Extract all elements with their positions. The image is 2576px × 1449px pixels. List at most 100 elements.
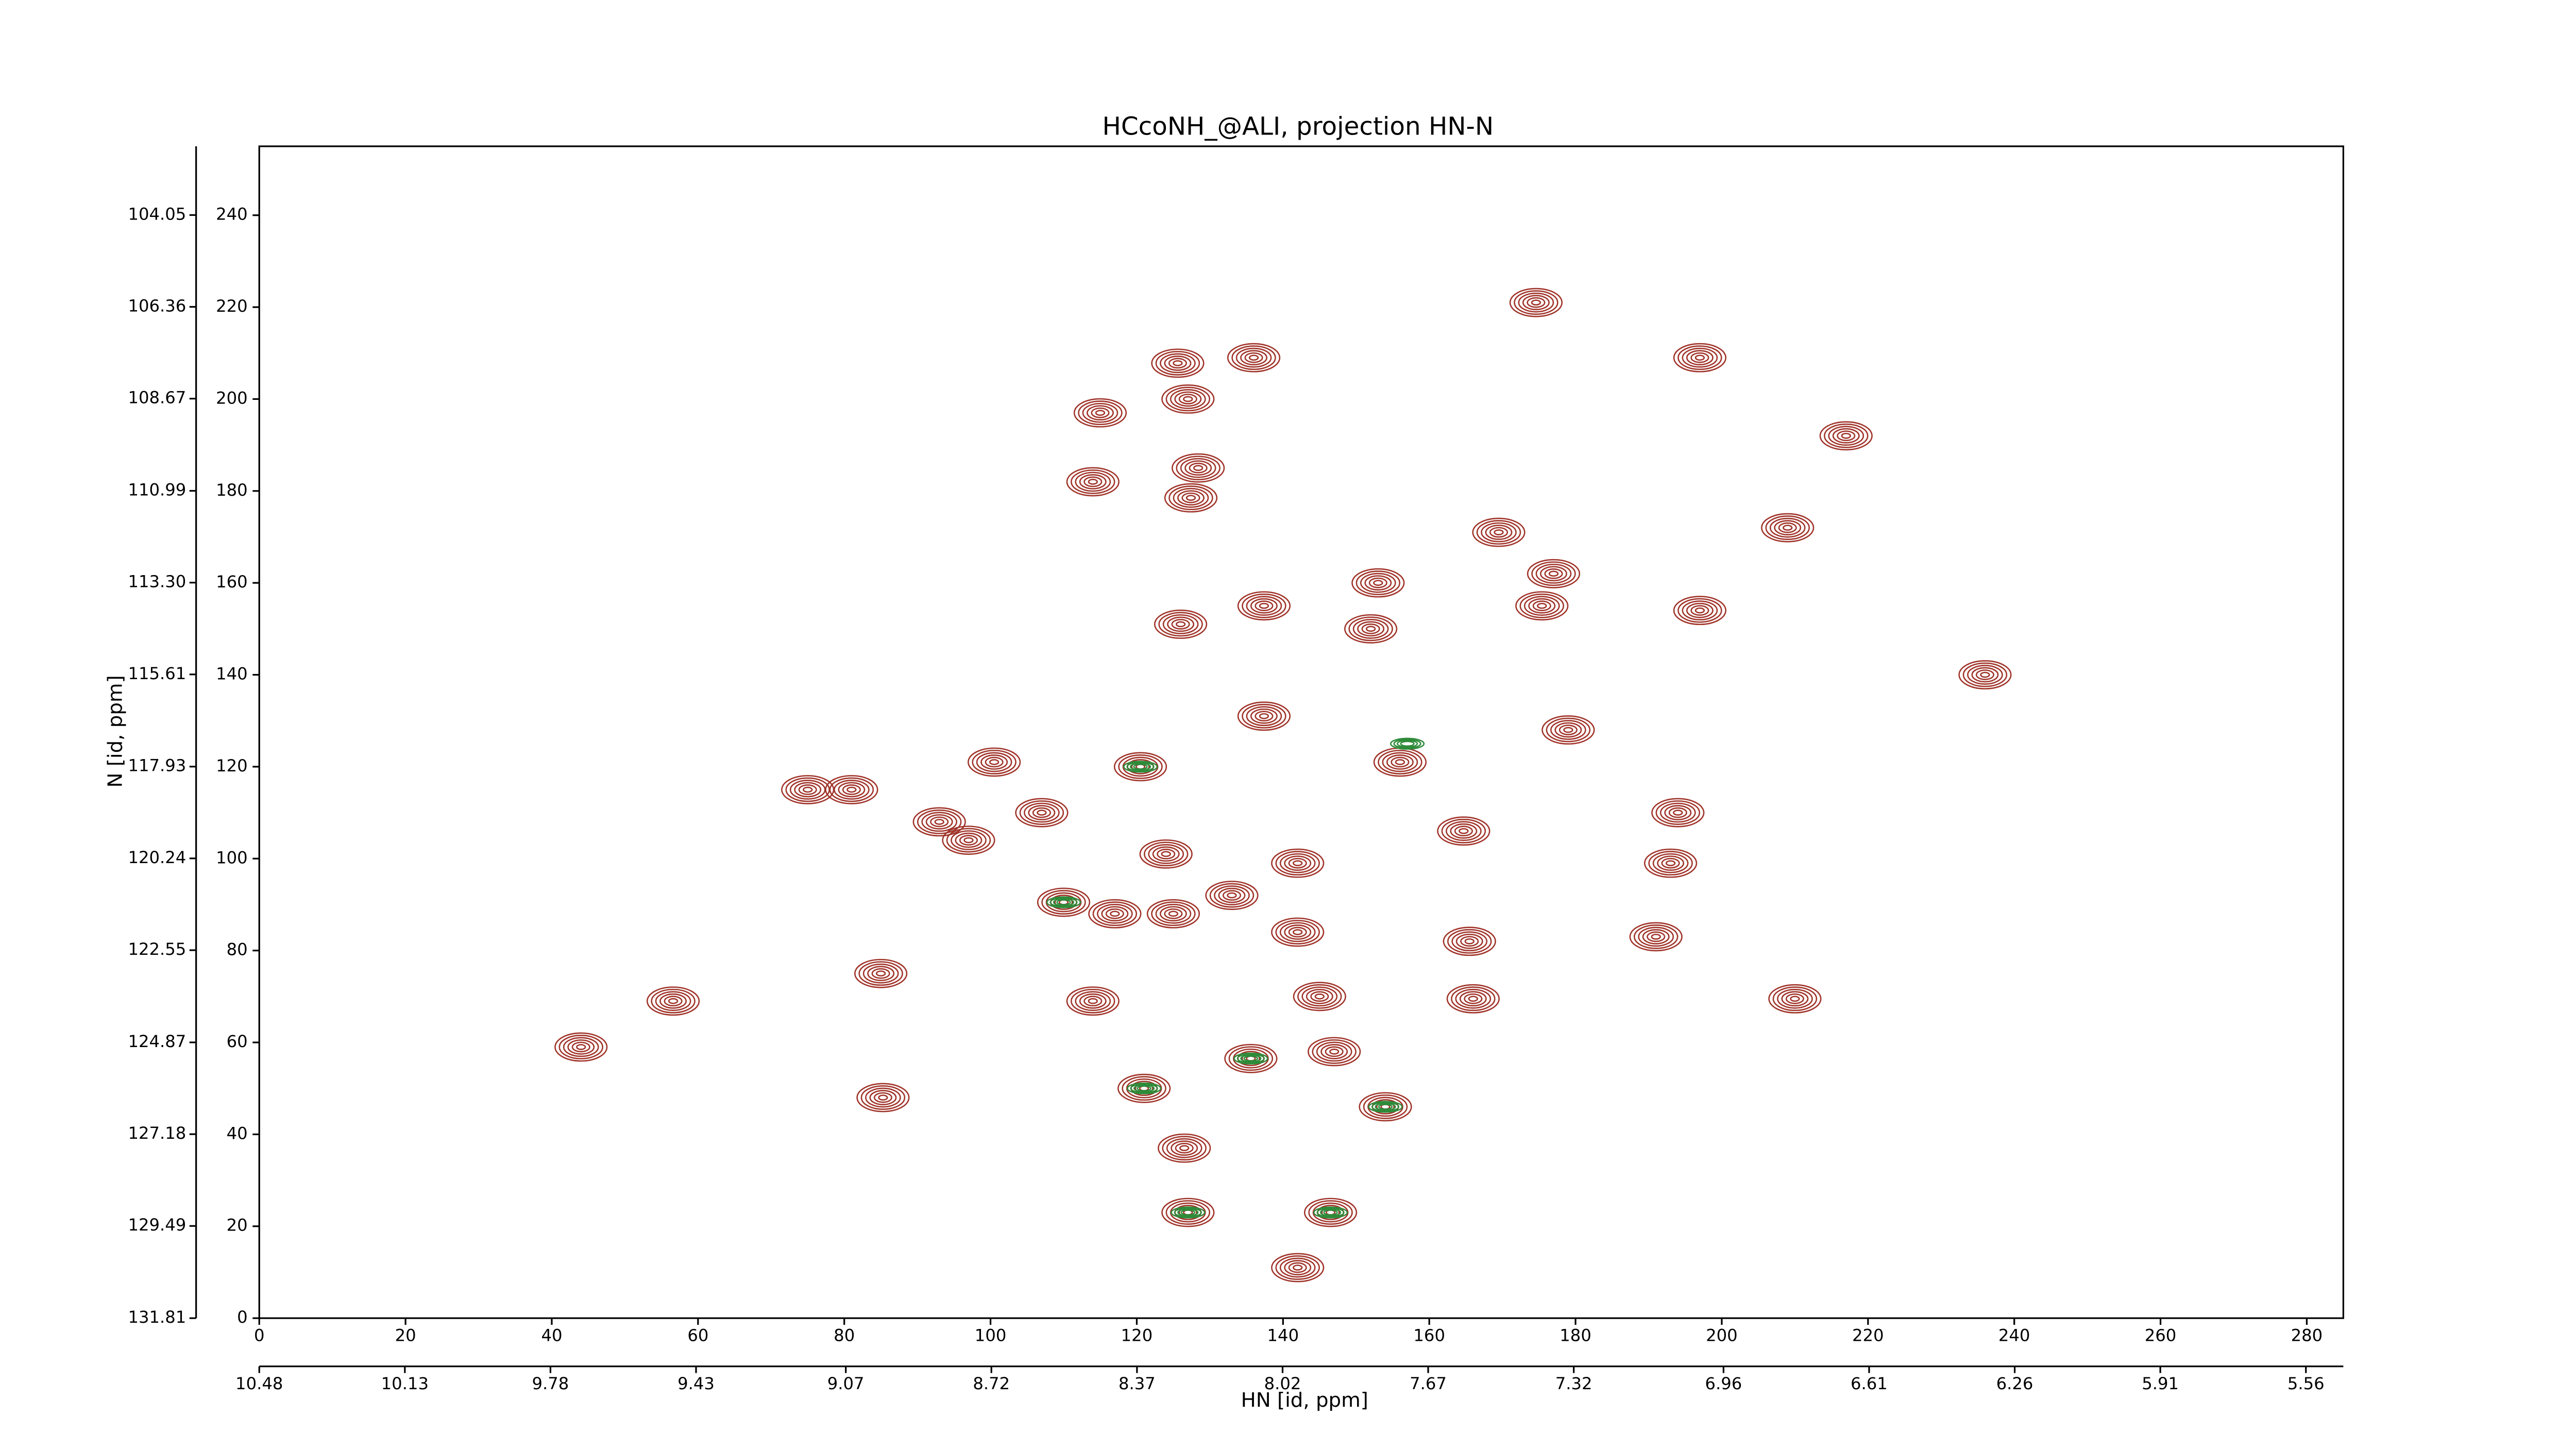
peak: [1139, 839, 1193, 869]
contour-ring: [1329, 1049, 1340, 1055]
contour-ring: [1164, 908, 1183, 919]
contour-ring: [1158, 612, 1203, 637]
contour-ring: [1175, 1142, 1194, 1154]
contour-ring: [1364, 575, 1392, 591]
contour-ring: [1777, 988, 1813, 1009]
contour-ring: [1518, 292, 1554, 313]
contour-ring: [951, 830, 987, 850]
contour-ring: [1772, 986, 1818, 1012]
contour-ring: [1122, 1076, 1166, 1101]
contour-ring: [1041, 890, 1086, 915]
contour-ring: [1151, 348, 1205, 378]
contour-ring: [794, 782, 822, 798]
peak: [1066, 467, 1120, 497]
contour-ring: [1472, 517, 1526, 547]
x-tick-label: 60: [687, 1326, 708, 1345]
contour-ring: [1441, 818, 1486, 844]
x-tick-label: 80: [834, 1326, 855, 1345]
contour-ring: [1682, 347, 1718, 368]
contour-ring: [1293, 860, 1303, 866]
peak: [1293, 982, 1346, 1012]
contour-ring: [1314, 993, 1325, 1000]
contour-ring: [1240, 1054, 1262, 1063]
contour-ring: [1083, 476, 1103, 487]
contour-ring: [1293, 982, 1346, 1012]
contour-ring: [1275, 851, 1320, 876]
contour-ring: [1288, 857, 1307, 869]
contour-ring: [1437, 816, 1490, 846]
contour-ring: [1686, 350, 1714, 365]
contour-ring: [1079, 993, 1107, 1009]
contour-ring: [1046, 896, 1081, 908]
contour-ring: [1146, 899, 1200, 929]
contour-ring: [1673, 596, 1726, 626]
contour-ring: [1079, 474, 1107, 490]
contour-ring: [1652, 853, 1689, 873]
peak: [1073, 398, 1127, 428]
x2-tick-label: 10.13: [381, 1374, 429, 1393]
contour-ring: [1348, 616, 1393, 642]
contour-ring: [1101, 906, 1129, 922]
contour-ring: [567, 1039, 595, 1055]
contour-ring: [1248, 355, 1259, 361]
contour-ring: [1165, 1200, 1211, 1225]
peak: [1515, 591, 1569, 621]
contour-ring: [1313, 1206, 1348, 1219]
contour-ring: [1312, 1039, 1357, 1064]
contour-ring: [1071, 469, 1115, 494]
contour-ring: [1170, 389, 1206, 409]
contour-ring: [1228, 1046, 1274, 1071]
contour-ring: [1255, 711, 1274, 722]
contour-ring: [1019, 800, 1064, 825]
peak: [1443, 926, 1496, 956]
contour-ring: [1161, 1198, 1215, 1227]
contour-ring: [1214, 885, 1250, 905]
contour-ring: [1162, 614, 1199, 634]
contour-ring: [1113, 752, 1167, 782]
x-tick-label: 240: [1998, 1326, 2030, 1345]
contour-ring: [1180, 458, 1216, 478]
contour-ring: [1250, 708, 1278, 724]
contour-ring: [558, 1035, 603, 1059]
contour-ring: [871, 968, 890, 979]
contour-ring: [1275, 1255, 1320, 1280]
peak: [968, 747, 1021, 777]
contour-ring: [925, 814, 953, 830]
contour-ring: [1168, 485, 1213, 511]
contour-ring: [1686, 602, 1714, 618]
contour-ring: [854, 958, 908, 988]
contour-ring: [1527, 559, 1581, 588]
contour-ring: [1028, 805, 1056, 820]
contour-ring: [873, 1092, 892, 1103]
contour-ring: [934, 819, 944, 825]
contour-ring: [1664, 805, 1692, 820]
contour-ring: [1227, 892, 1237, 899]
contour-ring: [1127, 1082, 1162, 1094]
contour-ring: [1180, 1209, 1195, 1216]
contour-ring: [1159, 906, 1187, 922]
contour-ring: [1668, 807, 1687, 818]
contour-ring: [1259, 713, 1269, 719]
contour-ring: [1393, 738, 1421, 749]
contour-ring: [1540, 566, 1567, 582]
contour-ring: [1509, 288, 1563, 317]
contour-ring: [858, 961, 903, 986]
contour-ring: [1455, 988, 1492, 1009]
peak: [1651, 798, 1705, 828]
contour-ring: [1178, 394, 1197, 405]
contour-ring: [1053, 898, 1075, 906]
contour-ring: [1049, 897, 1078, 907]
contour-ring: [1095, 410, 1106, 416]
contour-ring: [1161, 384, 1215, 414]
y-tick-label: 80: [227, 940, 248, 959]
contour-ring: [1378, 750, 1422, 774]
x-tick-label: 160: [1413, 1326, 1445, 1345]
contour-ring: [1092, 901, 1138, 926]
peak: [1151, 348, 1205, 378]
contour-ring: [1363, 1094, 1408, 1119]
peak: [1271, 848, 1325, 878]
contour-ring: [968, 747, 1021, 777]
peak: [1509, 288, 1563, 317]
contour-ring: [1171, 619, 1190, 630]
negative-peak: [1368, 1101, 1403, 1113]
